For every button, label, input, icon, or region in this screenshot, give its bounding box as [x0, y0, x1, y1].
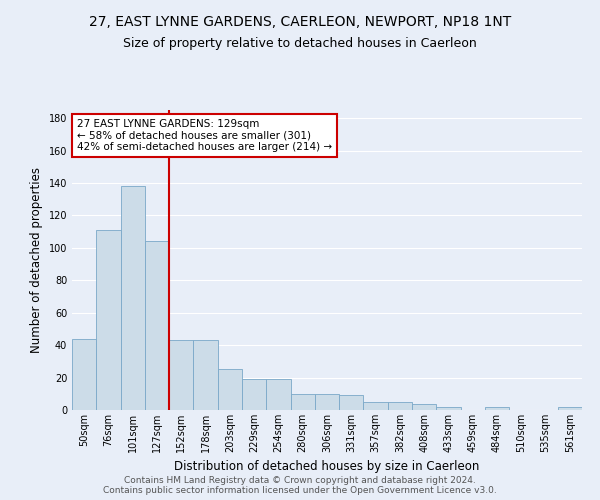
- Text: Size of property relative to detached houses in Caerleon: Size of property relative to detached ho…: [123, 38, 477, 51]
- Bar: [364, 402, 388, 410]
- Bar: [242, 379, 266, 410]
- Bar: [266, 379, 290, 410]
- Bar: [169, 340, 193, 410]
- Bar: [72, 338, 96, 410]
- Bar: [388, 402, 412, 410]
- Bar: [218, 370, 242, 410]
- Text: 27, EAST LYNNE GARDENS, CAERLEON, NEWPORT, NP18 1NT: 27, EAST LYNNE GARDENS, CAERLEON, NEWPOR…: [89, 15, 511, 29]
- X-axis label: Distribution of detached houses by size in Caerleon: Distribution of detached houses by size …: [175, 460, 479, 473]
- Bar: [485, 407, 509, 410]
- Bar: [339, 396, 364, 410]
- Text: 27 EAST LYNNE GARDENS: 129sqm
← 58% of detached houses are smaller (301)
42% of : 27 EAST LYNNE GARDENS: 129sqm ← 58% of d…: [77, 119, 332, 152]
- Bar: [121, 186, 145, 410]
- Bar: [558, 407, 582, 410]
- Bar: [145, 242, 169, 410]
- Bar: [436, 407, 461, 410]
- Text: Contains HM Land Registry data © Crown copyright and database right 2024.
Contai: Contains HM Land Registry data © Crown c…: [103, 476, 497, 495]
- Bar: [412, 404, 436, 410]
- Bar: [315, 394, 339, 410]
- Bar: [193, 340, 218, 410]
- Y-axis label: Number of detached properties: Number of detached properties: [30, 167, 43, 353]
- Bar: [96, 230, 121, 410]
- Bar: [290, 394, 315, 410]
